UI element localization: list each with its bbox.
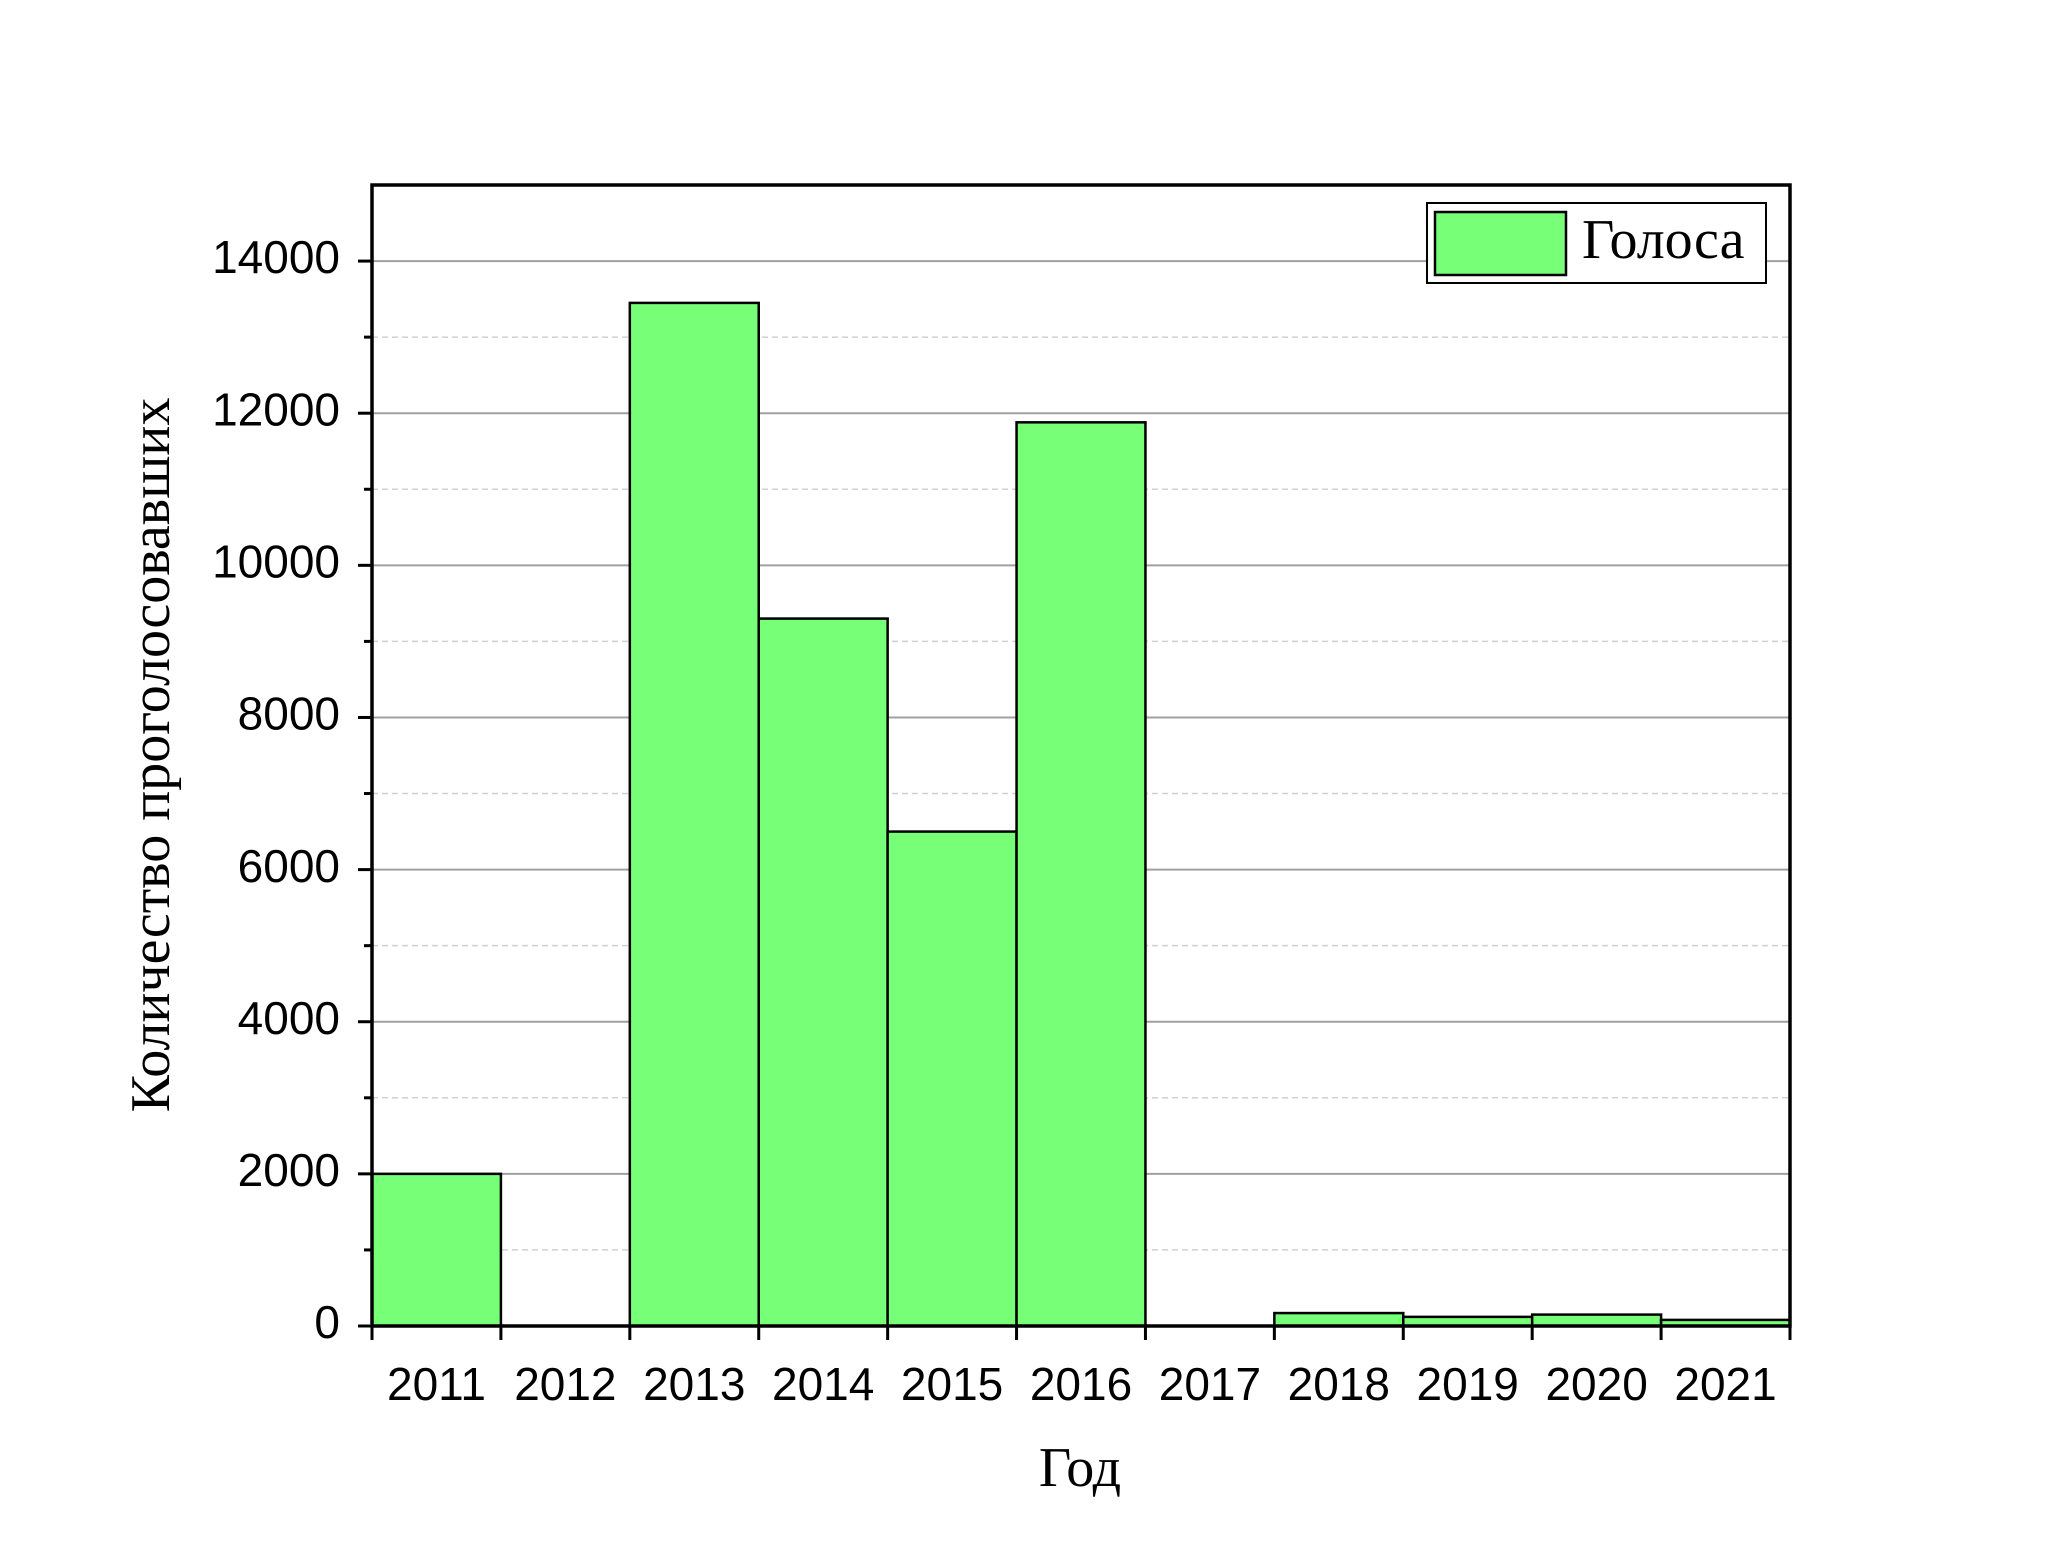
x-tick-label: 2020 [1545, 1358, 1647, 1410]
y-tick-label: 12000 [212, 383, 340, 435]
y-tick-label: 0 [314, 1296, 340, 1348]
plot-frame [370, 183, 1792, 1328]
x-axis-label: Год [1039, 1437, 1121, 1499]
bar [886, 830, 1018, 1328]
x-tick-label: 2012 [514, 1358, 616, 1410]
x-tick-label: 2018 [1288, 1358, 1390, 1410]
bar [628, 301, 760, 1328]
x-tick-label: 2011 [387, 1358, 486, 1410]
legend-swatch [1433, 210, 1568, 277]
bar [1273, 1311, 1405, 1328]
x-tick-label: 2019 [1417, 1358, 1519, 1410]
y-tick-label: 2000 [238, 1144, 340, 1196]
y-tick-label: 6000 [238, 840, 340, 892]
y-axis-label: Количество проголосовавших [120, 398, 182, 1113]
x-tick-label: 2016 [1030, 1358, 1132, 1410]
bar [1015, 421, 1147, 1328]
bar [370, 1172, 503, 1328]
y-tick-label: 14000 [212, 231, 340, 283]
x-tick-label: 2014 [772, 1358, 874, 1410]
legend-label: Голоса [1582, 209, 1745, 271]
y-tick-label: 4000 [238, 992, 340, 1044]
x-tick-label: 2017 [1159, 1358, 1261, 1410]
x-tick-label: 2015 [901, 1358, 1003, 1410]
y-tick-label: 8000 [238, 688, 340, 740]
x-tick-label: 2013 [643, 1358, 745, 1410]
bar [757, 617, 889, 1328]
x-tick-label: 2021 [1674, 1358, 1776, 1410]
y-tick-label: 10000 [212, 535, 340, 587]
